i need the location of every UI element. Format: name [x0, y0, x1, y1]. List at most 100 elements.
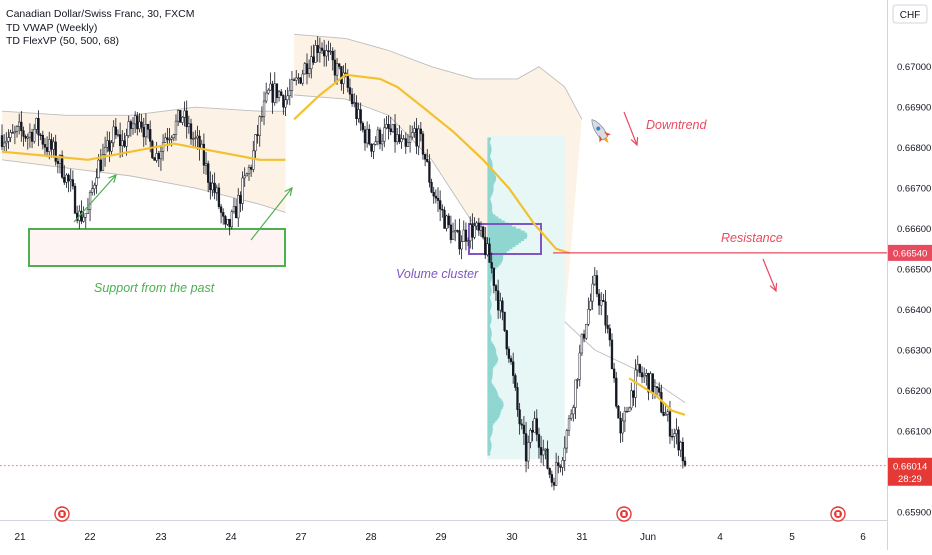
candle-body: [131, 123, 135, 129]
candle-body: [670, 436, 674, 438]
candle-body: [35, 118, 38, 130]
legend-symbol[interactable]: Canadian Dollar/Swiss Franc, 30, FXCM: [6, 8, 195, 20]
candle-body: [408, 136, 412, 143]
candle-body: [52, 141, 55, 150]
candle-body: [658, 387, 661, 393]
candle-body: [125, 135, 128, 147]
candle: [73, 183, 77, 215]
candle-body: [582, 333, 586, 339]
candle: [176, 109, 180, 127]
candle: [230, 209, 233, 230]
candle: [597, 288, 601, 315]
currency-box: [892, 4, 928, 24]
candle: [45, 136, 49, 158]
candle: [509, 355, 513, 365]
candle: [318, 37, 322, 63]
volume-profile-bar: [487, 186, 494, 189]
candle: [595, 270, 599, 298]
candle: [39, 132, 42, 141]
volume-profile-bar: [487, 246, 513, 250]
candle: [552, 477, 556, 491]
candle-body: [69, 179, 72, 182]
candle-body: [275, 83, 279, 98]
candle-body: [123, 140, 126, 147]
resistance-price-badge: [888, 244, 932, 261]
candle: [415, 118, 418, 155]
rocket-fins: [599, 131, 611, 143]
candle-body: [282, 95, 285, 108]
volume-profile-bar: [487, 390, 498, 393]
candle-body: [539, 447, 543, 456]
candle-body: [353, 102, 356, 104]
candle-body: [110, 142, 113, 152]
candle-body: [103, 146, 107, 155]
candle-body: [297, 77, 300, 79]
volume-profile-bar: [487, 321, 491, 325]
candle-body: [73, 185, 77, 214]
candle-body: [159, 151, 163, 160]
candle: [563, 436, 566, 472]
candle: [673, 428, 676, 449]
candle: [254, 133, 257, 160]
volume-profile-bar: [487, 341, 493, 345]
candle-body: [411, 132, 414, 138]
price-tick-label: 0.66200: [897, 386, 931, 397]
candle-body: [185, 110, 188, 128]
candle-body: [488, 243, 491, 263]
candle-body: [33, 128, 36, 142]
candle-body: [106, 140, 109, 148]
volume-profile-bar: [487, 153, 491, 157]
candle-body: [116, 134, 120, 136]
candle: [103, 136, 107, 167]
volume-profile-bar: [487, 447, 492, 450]
candle: [464, 222, 468, 251]
candle-body: [368, 128, 371, 145]
candle-body: [292, 79, 296, 81]
volume-profile-bar: [487, 151, 492, 155]
volume-profile-bar: [487, 428, 493, 432]
candle: [24, 134, 27, 142]
volume-profile-bar: [487, 430, 493, 434]
candle-body: [241, 177, 244, 204]
candle: [462, 220, 465, 242]
candle-body: [494, 285, 498, 291]
candle: [608, 324, 611, 347]
candle: [204, 152, 208, 175]
candle: [13, 125, 17, 145]
downtrend-arrow-head: [630, 136, 639, 147]
candle: [142, 117, 145, 147]
candle-body: [469, 224, 472, 242]
candle-body: [318, 47, 322, 53]
downtrend-label: Downtrend: [646, 118, 707, 132]
candle: [194, 130, 197, 148]
candle-body: [610, 339, 614, 370]
candle-body: [310, 56, 313, 70]
candle-body: [370, 143, 373, 152]
candle: [567, 414, 571, 436]
candle: [512, 352, 515, 384]
candle: [361, 121, 364, 133]
candle-body: [632, 390, 635, 398]
resistance-label: Resistance: [721, 231, 783, 245]
candle: [591, 275, 594, 310]
volume-profile-bar: [487, 206, 493, 209]
legend-vwap-indicator[interactable]: TD VWAP (Weekly): [6, 21, 98, 34]
candle-body: [155, 153, 158, 161]
candle: [610, 333, 614, 370]
candle: [593, 267, 596, 286]
candle-body: [5, 141, 8, 144]
legend-flexvp-indicator[interactable]: TD FlexVP (50, 500, 68): [6, 35, 120, 47]
volume-profile-bar: [487, 309, 491, 312]
candle-body: [363, 129, 367, 144]
volume-profile-bar: [487, 175, 497, 179]
volume-profile-bar: [487, 311, 491, 314]
volume-profile-bar: [487, 350, 497, 353]
candle-body: [544, 448, 547, 451]
candle: [144, 113, 148, 146]
price-tick-label: 0.66400: [897, 305, 931, 316]
candle-body: [413, 128, 416, 133]
candle-body: [436, 197, 440, 201]
candle-body: [391, 124, 395, 132]
candle: [314, 40, 317, 63]
